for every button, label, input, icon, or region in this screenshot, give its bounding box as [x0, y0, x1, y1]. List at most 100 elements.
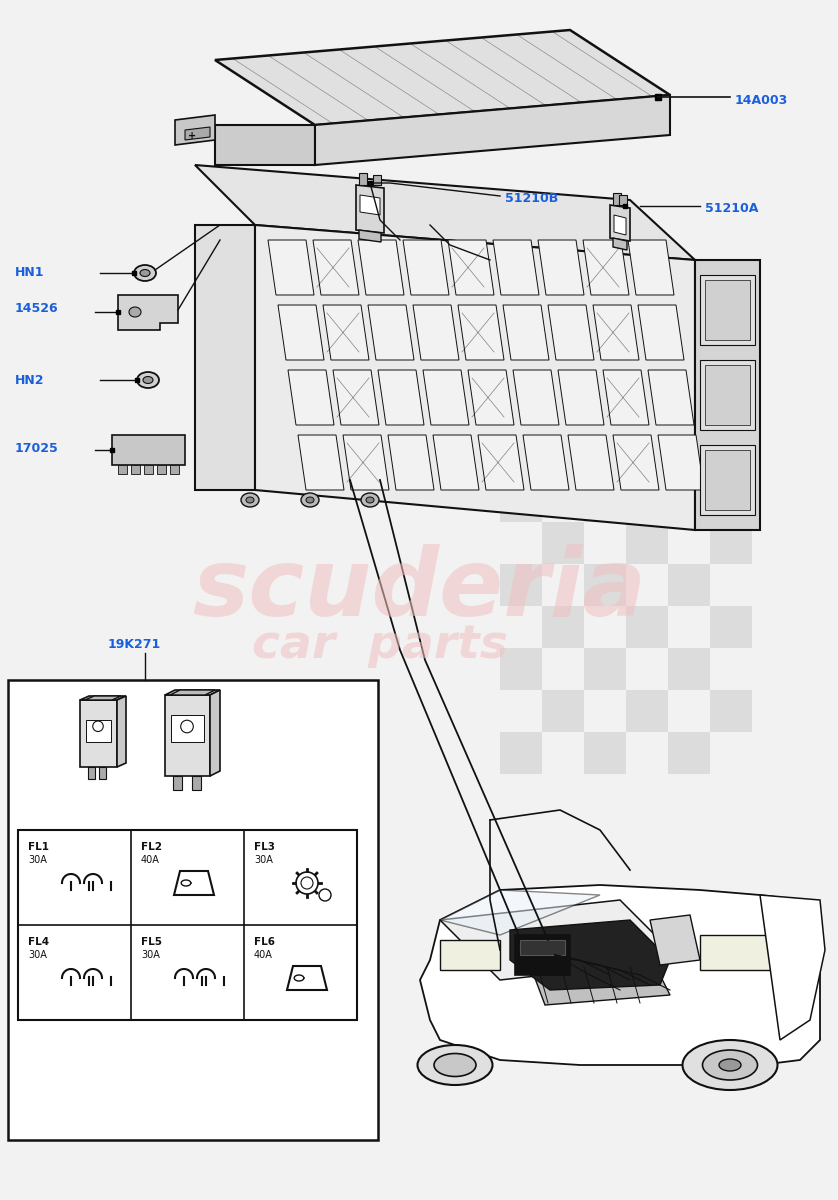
Bar — [359, 173, 367, 185]
Bar — [542, 522, 584, 564]
Polygon shape — [117, 696, 126, 767]
Text: 51210A: 51210A — [705, 202, 758, 215]
Polygon shape — [695, 260, 760, 530]
Bar — [8, 680, 378, 1140]
Polygon shape — [195, 164, 695, 260]
Text: HN2: HN2 — [15, 373, 44, 386]
Polygon shape — [530, 955, 670, 1006]
Polygon shape — [323, 305, 369, 360]
Bar — [710, 606, 752, 648]
Polygon shape — [170, 690, 215, 695]
Polygon shape — [413, 305, 459, 360]
Polygon shape — [420, 886, 820, 1066]
Ellipse shape — [434, 1054, 476, 1076]
Polygon shape — [315, 95, 670, 164]
Text: FL4: FL4 — [28, 937, 49, 947]
Bar — [668, 690, 710, 732]
Bar — [500, 480, 542, 522]
Bar — [668, 732, 710, 774]
Bar — [700, 935, 780, 970]
Polygon shape — [118, 295, 178, 330]
Polygon shape — [278, 305, 324, 360]
Polygon shape — [333, 370, 379, 425]
Text: 14526: 14526 — [15, 301, 59, 314]
Ellipse shape — [366, 497, 374, 503]
Bar — [542, 606, 584, 648]
Polygon shape — [255, 226, 695, 530]
Polygon shape — [185, 127, 210, 140]
Polygon shape — [403, 240, 449, 295]
Bar — [668, 480, 710, 522]
Polygon shape — [195, 226, 255, 490]
Text: HN1: HN1 — [15, 266, 44, 280]
Ellipse shape — [241, 493, 259, 506]
Bar — [710, 732, 752, 774]
Polygon shape — [433, 434, 479, 490]
Bar — [144, 464, 153, 474]
Polygon shape — [613, 238, 627, 250]
Text: FL1: FL1 — [28, 842, 49, 852]
Polygon shape — [215, 30, 670, 125]
Bar — [500, 732, 542, 774]
Polygon shape — [583, 240, 629, 295]
Polygon shape — [603, 370, 649, 425]
Bar — [710, 648, 752, 690]
Polygon shape — [613, 434, 659, 490]
Bar — [705, 280, 750, 340]
Ellipse shape — [246, 497, 254, 503]
Ellipse shape — [702, 1050, 758, 1080]
Polygon shape — [650, 914, 700, 965]
Polygon shape — [628, 240, 674, 295]
Polygon shape — [359, 230, 381, 242]
Bar — [584, 648, 626, 690]
Polygon shape — [85, 696, 121, 700]
Polygon shape — [648, 370, 694, 425]
Text: 30A: 30A — [141, 950, 160, 960]
Bar — [700, 445, 755, 515]
Bar — [668, 648, 710, 690]
Bar — [88, 767, 95, 779]
Polygon shape — [503, 305, 549, 360]
Polygon shape — [614, 215, 626, 235]
Polygon shape — [610, 205, 630, 241]
Polygon shape — [175, 115, 215, 145]
Bar — [500, 564, 542, 606]
Bar — [619, 194, 627, 205]
Polygon shape — [215, 125, 315, 164]
Text: 30A: 30A — [28, 854, 47, 865]
Ellipse shape — [301, 493, 319, 506]
Polygon shape — [298, 434, 344, 490]
Bar — [171, 715, 204, 742]
Bar — [626, 606, 668, 648]
Bar — [626, 648, 668, 690]
Polygon shape — [468, 370, 514, 425]
Text: FL5: FL5 — [141, 937, 162, 947]
Text: 40A: 40A — [141, 854, 160, 865]
Polygon shape — [210, 690, 220, 776]
Bar — [668, 564, 710, 606]
Bar — [542, 690, 584, 732]
Bar — [373, 175, 381, 185]
Polygon shape — [80, 700, 117, 767]
Polygon shape — [478, 434, 524, 490]
Polygon shape — [593, 305, 639, 360]
Polygon shape — [538, 240, 584, 295]
Bar — [626, 690, 668, 732]
Bar — [18, 830, 357, 1020]
Ellipse shape — [682, 1040, 778, 1090]
Bar — [500, 690, 542, 732]
Ellipse shape — [129, 307, 141, 317]
Bar — [668, 522, 710, 564]
Bar — [542, 480, 584, 522]
Polygon shape — [440, 890, 600, 935]
Polygon shape — [513, 370, 559, 425]
Bar — [710, 564, 752, 606]
Bar — [626, 480, 668, 522]
Text: 19K271: 19K271 — [108, 638, 161, 652]
Bar — [440, 940, 500, 970]
Bar — [705, 365, 750, 425]
Text: scuderia: scuderia — [192, 544, 646, 636]
Ellipse shape — [134, 265, 156, 281]
Polygon shape — [568, 434, 614, 490]
Ellipse shape — [143, 377, 153, 384]
